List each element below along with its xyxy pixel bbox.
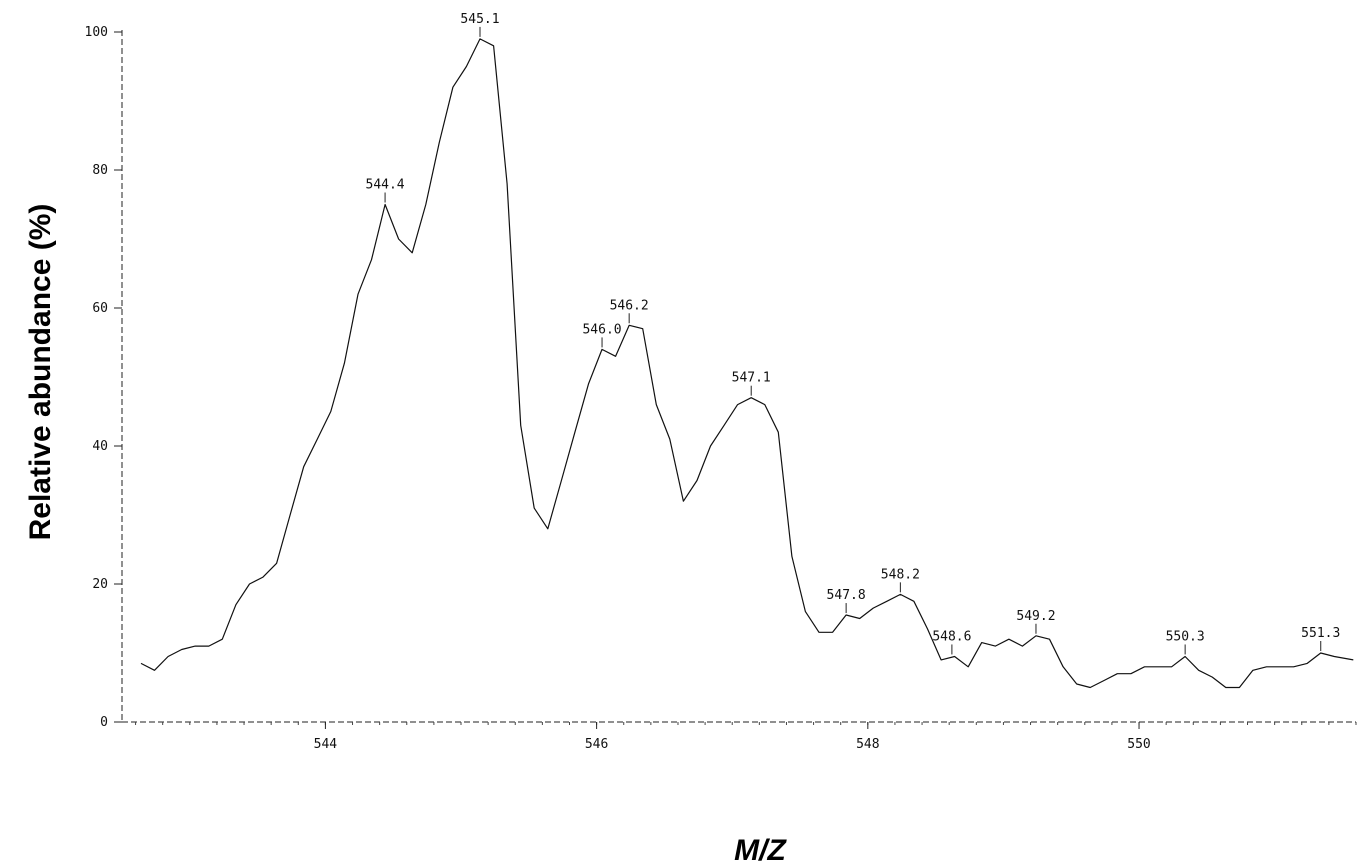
spectrum-line [140,38,1354,689]
peak-label: 545.1 [460,12,499,27]
y-tick-label: 0 [100,715,108,730]
y-tick-label: 40 [92,439,108,454]
peak-label: 547.8 [827,588,866,603]
y-tick-label: 20 [92,577,108,592]
peak-label: 544.4 [366,178,405,193]
peak-label: 550.3 [1166,629,1205,644]
series-layer [140,38,1354,689]
x-tick-label: 546 [585,737,608,752]
x-axis: 544 546 548 550 [122,721,1357,752]
x-tick-label: 544 [314,737,338,752]
y-tick-label: 100 [85,25,108,40]
y-tick-label: 80 [92,163,108,178]
peak-label: 549.2 [1016,609,1055,624]
y-tick-label: 60 [92,301,108,316]
peak-label: 548.6 [932,629,971,644]
peak-label: 546.2 [610,298,649,313]
x-tick-label: 548 [856,737,879,752]
x-axis-label: M/Z [734,834,787,866]
y-axis: 0 20 40 60 80 100 [85,25,123,730]
y-axis-label: Relative abundance (%) [24,204,57,541]
x-tick-label: 550 [1127,737,1150,752]
peak-label: 547.1 [732,371,771,386]
peak-label: 551.3 [1301,626,1340,641]
peak-label: 548.2 [881,567,920,582]
peak-labels: 544.4 545.1 546.0 546.2 547.1 547.8 548.2 548.6… [366,12,1340,655]
peak-label: 546.0 [582,322,621,337]
